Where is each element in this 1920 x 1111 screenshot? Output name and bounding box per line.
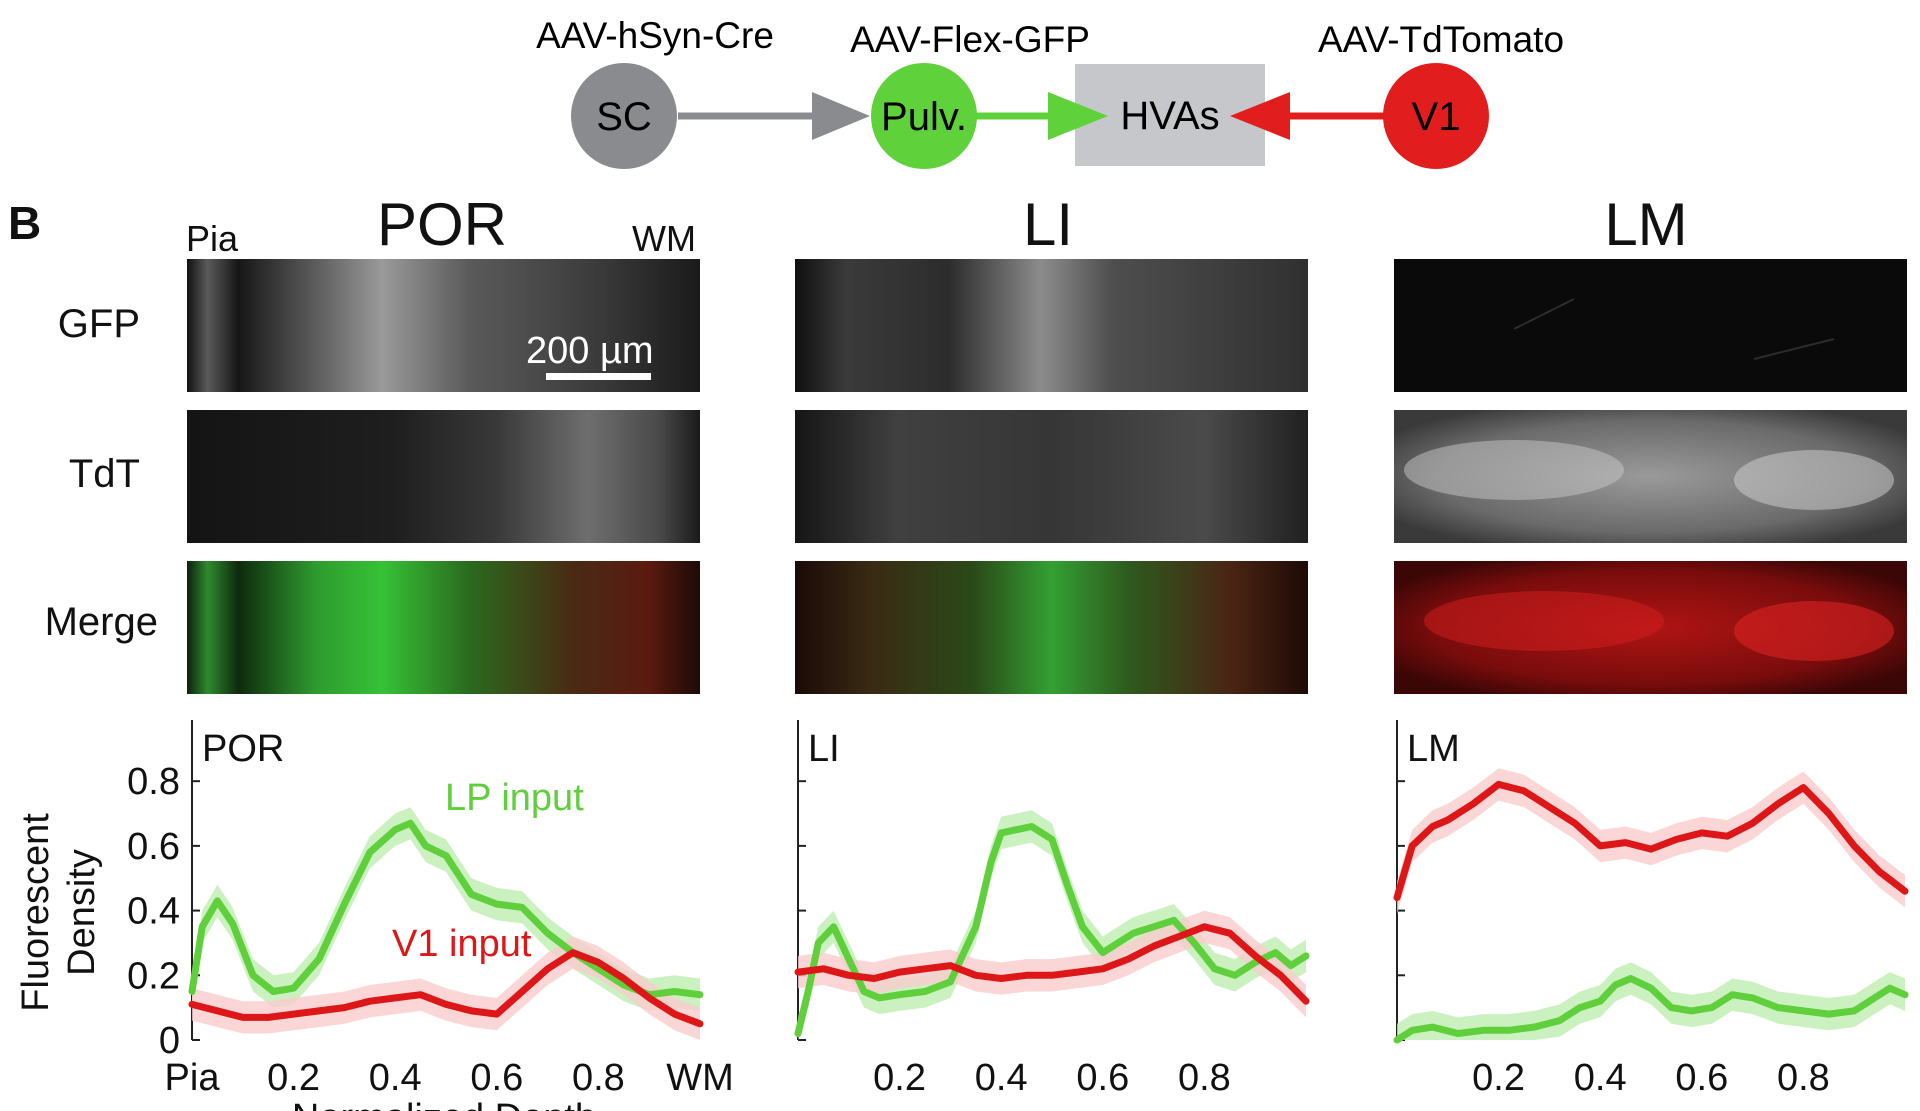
column-title-por: POR [376,191,508,258]
arrowhead-pulv-hvas [1048,92,1108,140]
por-lp-input-line [188,819,704,999]
li-v1-input-line [794,923,1310,1005]
li-x-tick-label: 0.4 [975,1057,1028,1099]
li-merge-image [795,561,1308,694]
por-x-tick-label: 0.8 [572,1057,625,1099]
column-title-lm: LM [1604,191,1688,258]
lm-merge-image [1394,561,1907,694]
sc-node [571,63,677,169]
wm-label: WM [632,218,696,259]
v1-input-annotation: V1 input [392,923,532,965]
virus-label-sc: AAV-hSyn-Cre [536,15,774,56]
lm-x-tick-label: 0.2 [1472,1057,1525,1099]
por-x-tick-label: 0.2 [267,1057,320,1099]
por-x-tick-label: 0.4 [369,1057,422,1099]
lm-v1-input-line [1393,780,1909,902]
v1-label: V1 [1412,95,1461,139]
por-y-tick-label: 0 [159,1020,180,1062]
por-x-tick-label: 0.6 [470,1057,523,1099]
lp-input-annotation: LP input [445,777,584,819]
li-plot-title: LI [808,728,840,770]
por-y-tick-label: 0.6 [127,826,180,868]
lm-gfp-image [1394,259,1907,392]
virus-label-pulv: AAV-Flex-GFP [850,19,1090,60]
por-tdt-image [187,410,700,543]
panel-b-letter: B [8,197,42,249]
lm-x-tick-label: 0.6 [1675,1057,1728,1099]
circuit-diagram: AAV-hSyn-Cre AAV-Flex-GFP AAV-TdTomato H… [536,15,1564,169]
y-axis-label: Fluorescent [15,813,57,1012]
lm-plot-title: LM [1407,728,1460,770]
virus-label-v1: AAV-TdTomato [1318,19,1564,60]
scalebar [546,373,651,380]
pia-label: Pia [186,218,239,259]
y-axis-label: Density [61,849,103,976]
li-gfp-image [795,259,1308,392]
lm-v1-input-band [1397,768,1905,914]
x-axis-label: Normalized Depth [292,1097,596,1111]
li-x-tick-label: 0.8 [1178,1057,1231,1099]
por-x-tick-label: WM [666,1057,734,1099]
row-label-merge: Merge [44,600,158,644]
column-title-li: LI [1022,191,1074,258]
lm-lp-input-line [1393,975,1909,1044]
por-v1-input-line [188,949,704,1028]
por-plot-title: POR [202,728,284,770]
li-x-tick-label: 0.2 [873,1057,926,1099]
por-y-tick-label: 0.8 [127,761,180,803]
row-label-gfp: GFP [57,302,140,346]
por-y-tick-label: 0.2 [127,955,180,997]
v1-node [1383,63,1489,169]
sc-label: SC [596,95,652,139]
lm-x-tick-label: 0.4 [1574,1057,1627,1099]
li-lp-input-line [794,823,1310,1037]
por-y-tick-label: 0.4 [127,891,180,933]
row-label-tdt: TdT [68,452,140,496]
pulv-label: Pulv. [881,95,967,139]
arrowhead-v1-hvas [1230,92,1290,140]
depth-profile-plots: 0 0.2 0.4 0.6 0.8 Pia 0.2 0.4 0.6 0.8 WM POR Normali… [15,720,1909,1111]
por-merge-image [187,561,700,694]
li-tdt-image [795,410,1308,543]
por-x-tick-label: Pia [165,1057,221,1099]
pulv-node [871,63,977,169]
por-gfp-image [187,259,700,392]
scalebar-label: 200 µm [526,330,654,372]
lm-lp-input-band [1397,962,1905,1040]
lm-tdt-image [1394,410,1907,543]
hvas-label: HVAs [1120,94,1219,138]
arrowhead-sc-pulv [812,92,870,140]
lm-x-tick-label: 0.8 [1777,1057,1830,1099]
li-x-tick-label: 0.6 [1076,1057,1129,1099]
